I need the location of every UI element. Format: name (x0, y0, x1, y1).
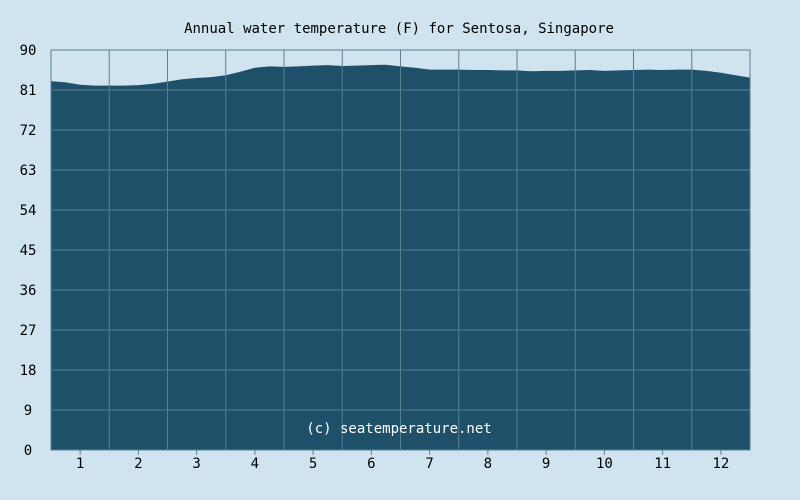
y-tick-label: 81 (20, 83, 37, 99)
x-tick-label: 10 (596, 456, 613, 472)
x-tick-label: 2 (134, 456, 142, 472)
y-tick-label: 45 (20, 243, 37, 259)
y-tick-label: 9 (24, 403, 32, 419)
x-tick-label: 8 (484, 456, 492, 472)
y-tick-label: 0 (24, 443, 32, 459)
y-tick-label: 36 (20, 283, 37, 299)
y-tick-label: 90 (20, 43, 37, 59)
plot-border (50, 49, 751, 451)
x-tick-label: 9 (542, 456, 550, 472)
x-tick-label: 3 (192, 456, 200, 472)
x-tick-label: 6 (367, 456, 375, 472)
y-tick-label: 63 (20, 163, 37, 179)
x-tick-label: 12 (712, 456, 729, 472)
chart-title: Annual water temperature (F) for Sentosa… (184, 21, 614, 37)
x-tick-label: 7 (425, 456, 433, 472)
x-axis: 1 2 3 4 5 6 7 8 9 10 11 12 (76, 450, 729, 472)
x-tick-label: 1 (76, 456, 84, 472)
x-tick-label: 11 (654, 456, 671, 472)
x-tick-label: 5 (309, 456, 317, 472)
watermark: (c) seatemperature.net (306, 421, 491, 437)
y-tick-label: 72 (20, 123, 37, 139)
y-axis: 0 9 18 27 36 45 54 63 72 81 90 (20, 43, 37, 459)
y-tick-label: 27 (20, 323, 37, 339)
y-tick-label: 54 (20, 203, 37, 219)
x-tick-label: 4 (251, 456, 259, 472)
y-tick-label: 18 (20, 363, 37, 379)
